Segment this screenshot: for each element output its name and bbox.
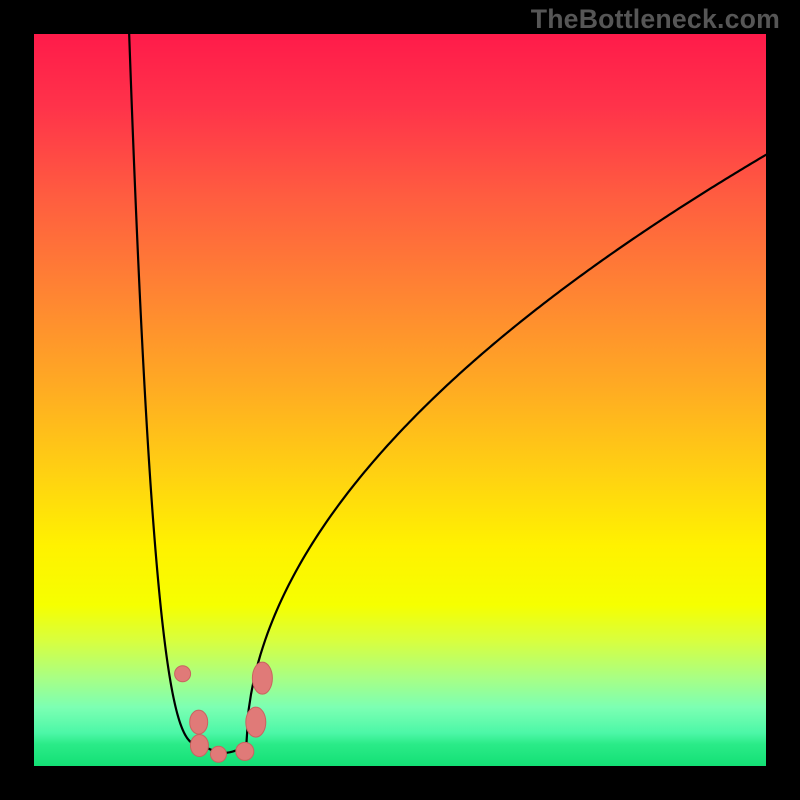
data-marker	[175, 666, 191, 682]
data-marker	[190, 735, 208, 757]
data-marker	[236, 742, 254, 760]
data-marker	[190, 710, 208, 734]
watermark-text: TheBottleneck.com	[531, 4, 780, 35]
plot-area	[34, 34, 766, 766]
bottleneck-curve	[129, 34, 766, 753]
data-marker	[252, 662, 272, 694]
data-marker	[210, 746, 226, 762]
data-marker	[246, 707, 266, 737]
chart-stage: TheBottleneck.com	[0, 0, 800, 800]
curve-layer	[34, 34, 766, 766]
